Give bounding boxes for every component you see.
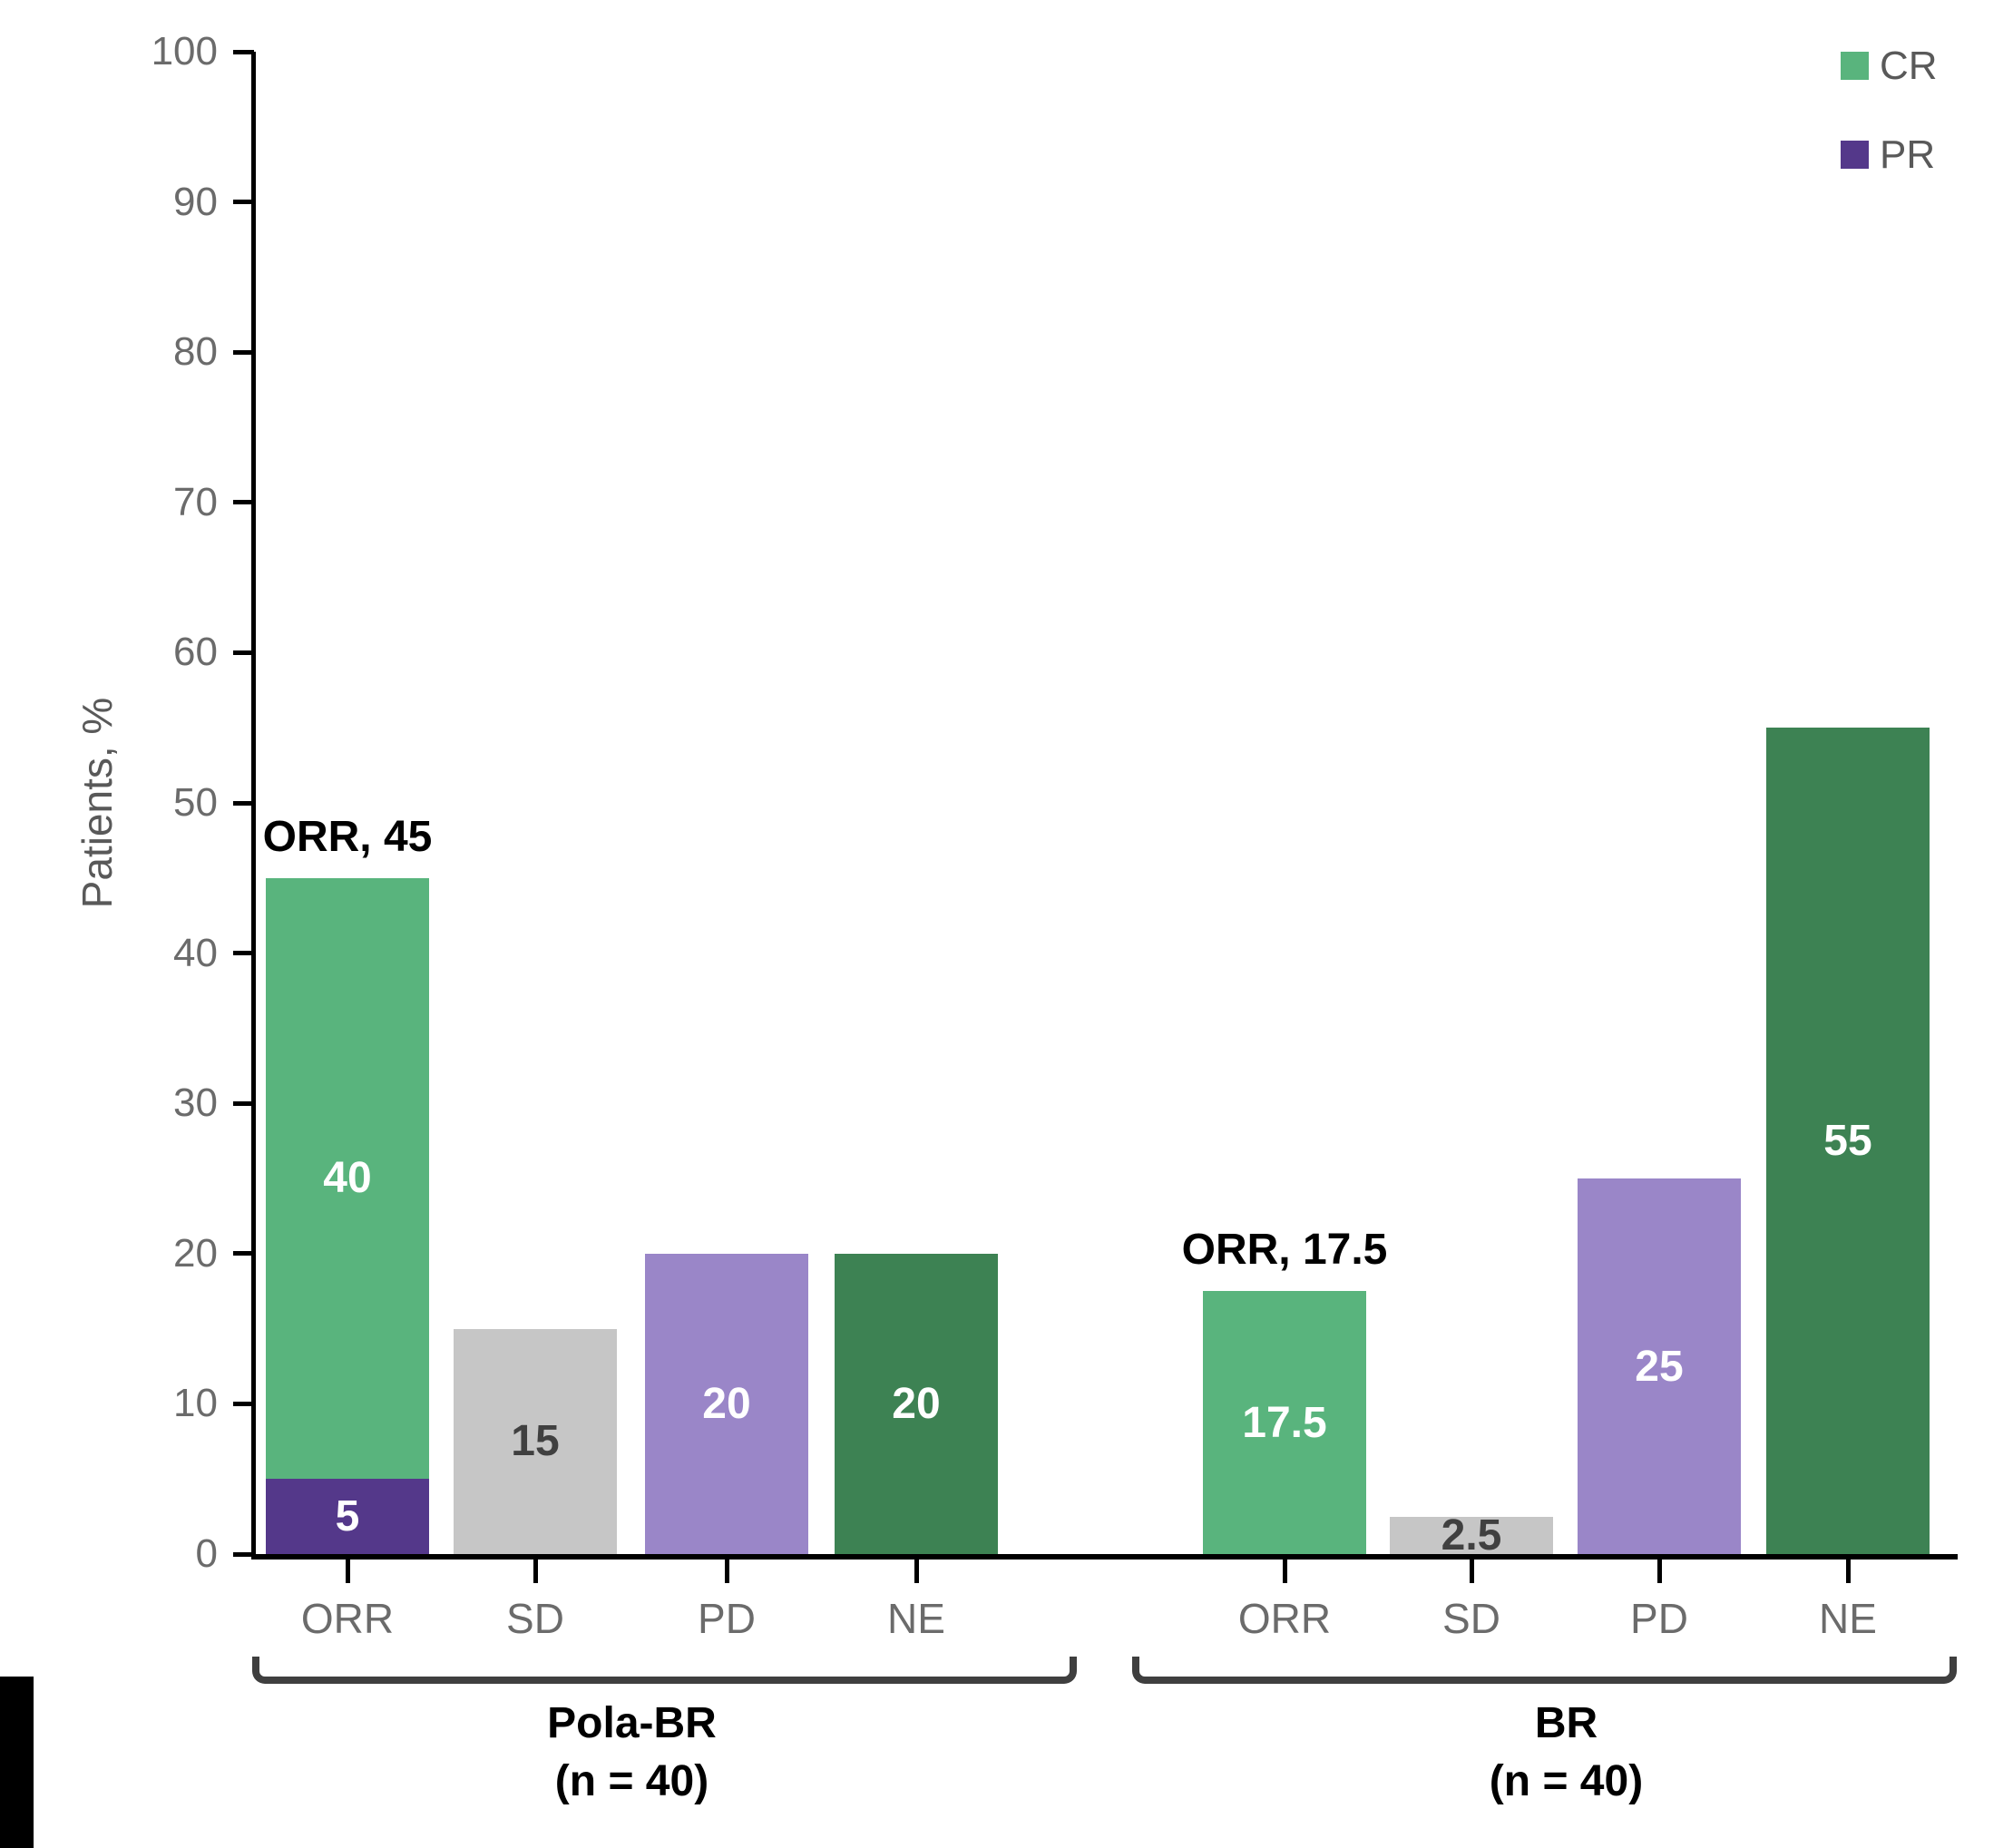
legend-label-PR: PR bbox=[1880, 132, 1936, 177]
group-sublabel-BR: (n = 40) bbox=[1489, 1757, 1644, 1805]
y-tick-label-50: 50 bbox=[173, 780, 218, 825]
y-tick-label-40: 40 bbox=[173, 930, 218, 975]
bar-segment-Pola-BR-NE-NE: 20 bbox=[835, 1253, 998, 1554]
bar-segment-BR-SD-SD: 2.5 bbox=[1390, 1511, 1553, 1560]
category-label-BR-PD: PD bbox=[1630, 1595, 1688, 1642]
y-tick-100 bbox=[233, 49, 254, 54]
group-label-BR: BR bbox=[1534, 1699, 1598, 1747]
category-label-Pola-BR-SD: SD bbox=[506, 1595, 564, 1642]
bar-segment-BR-NE-NE: 55 bbox=[1766, 728, 1930, 1554]
bar-segment-Pola-BR-PD-PD: 20 bbox=[645, 1253, 808, 1554]
y-tick-90 bbox=[233, 200, 254, 205]
bar-segment-Pola-BR-ORR-CR: 40 bbox=[266, 877, 429, 1480]
y-tick-label-10: 10 bbox=[173, 1381, 218, 1426]
category-label-BR-NE: NE bbox=[1819, 1595, 1877, 1642]
orr-annotation-BR: ORR, 17.5 bbox=[1181, 1226, 1388, 1275]
y-tick-20 bbox=[233, 1251, 254, 1256]
bar-segment-BR-ORR-CR: 17.5 bbox=[1203, 1291, 1366, 1554]
orr-annotation-Pola-BR: ORR, 45 bbox=[262, 812, 433, 861]
y-tick-label-0: 0 bbox=[195, 1531, 218, 1576]
y-tick-0 bbox=[233, 1551, 254, 1557]
y-tick-label-30: 30 bbox=[173, 1080, 218, 1126]
bar-segment-Pola-BR-SD-SD: 15 bbox=[454, 1328, 617, 1554]
x-tick-BR-SD bbox=[1469, 1560, 1474, 1583]
y-tick-40 bbox=[233, 951, 254, 956]
y-tick-50 bbox=[233, 800, 254, 806]
legend-label-CR: CR bbox=[1880, 43, 1938, 88]
black-artifact-bar bbox=[0, 1677, 34, 1848]
x-tick-BR-PD bbox=[1656, 1560, 1662, 1583]
bar-value-label: 20 bbox=[892, 1379, 941, 1428]
y-tick-label-20: 20 bbox=[173, 1230, 218, 1276]
x-tick-Pola-BR-PD bbox=[724, 1560, 729, 1583]
y-tick-label-100: 100 bbox=[151, 29, 218, 73]
y-tick-label-60: 60 bbox=[173, 630, 218, 675]
x-tick-Pola-BR-SD bbox=[533, 1560, 538, 1583]
category-label-Pola-BR-ORR: ORR bbox=[300, 1595, 395, 1642]
bar-value-label: 40 bbox=[323, 1154, 372, 1203]
group-sublabel-Pola-BR: (n = 40) bbox=[554, 1757, 709, 1805]
y-tick-80 bbox=[233, 349, 254, 355]
y-tick-30 bbox=[233, 1100, 254, 1106]
category-label-Pola-BR-NE: NE bbox=[887, 1595, 945, 1642]
y-tick-10 bbox=[233, 1401, 254, 1406]
x-axis-line bbox=[251, 1554, 1958, 1560]
y-tick-60 bbox=[233, 650, 254, 655]
group-bracket-Pola-BR bbox=[252, 1657, 1077, 1684]
bar-value-label: 55 bbox=[1823, 1117, 1872, 1166]
x-tick-Pola-BR-ORR bbox=[345, 1560, 350, 1583]
group-label-Pola-BR: Pola-BR bbox=[547, 1699, 717, 1747]
group-bracket-BR bbox=[1132, 1657, 1957, 1684]
bar-value-label: 20 bbox=[702, 1379, 751, 1428]
category-label-BR-SD: SD bbox=[1442, 1595, 1500, 1642]
x-tick-Pola-BR-NE bbox=[914, 1560, 919, 1583]
category-label-BR-ORR: ORR bbox=[1237, 1595, 1332, 1642]
y-tick-70 bbox=[233, 500, 254, 505]
x-tick-BR-NE bbox=[1845, 1560, 1851, 1583]
bar-value-label: 5 bbox=[335, 1492, 360, 1541]
legend-swatch-PR bbox=[1841, 141, 1869, 169]
bar-segment-BR-PD-PD: 25 bbox=[1578, 1178, 1741, 1554]
y-tick-label-70: 70 bbox=[173, 479, 218, 524]
bar-value-label: 2.5 bbox=[1441, 1511, 1502, 1560]
x-tick-BR-ORR bbox=[1282, 1560, 1287, 1583]
legend-swatch-CR bbox=[1841, 52, 1869, 80]
bar-segment-Pola-BR-ORR-PR: 5 bbox=[266, 1479, 429, 1554]
bar-value-label: 15 bbox=[511, 1417, 560, 1466]
y-tick-label-80: 80 bbox=[173, 329, 218, 375]
y-tick-label-90: 90 bbox=[173, 179, 218, 224]
bar-value-label: 17.5 bbox=[1242, 1398, 1327, 1447]
category-label-Pola-BR-PD: PD bbox=[698, 1595, 756, 1642]
y-axis-line bbox=[251, 52, 256, 1560]
bar-value-label: 25 bbox=[1635, 1342, 1684, 1391]
